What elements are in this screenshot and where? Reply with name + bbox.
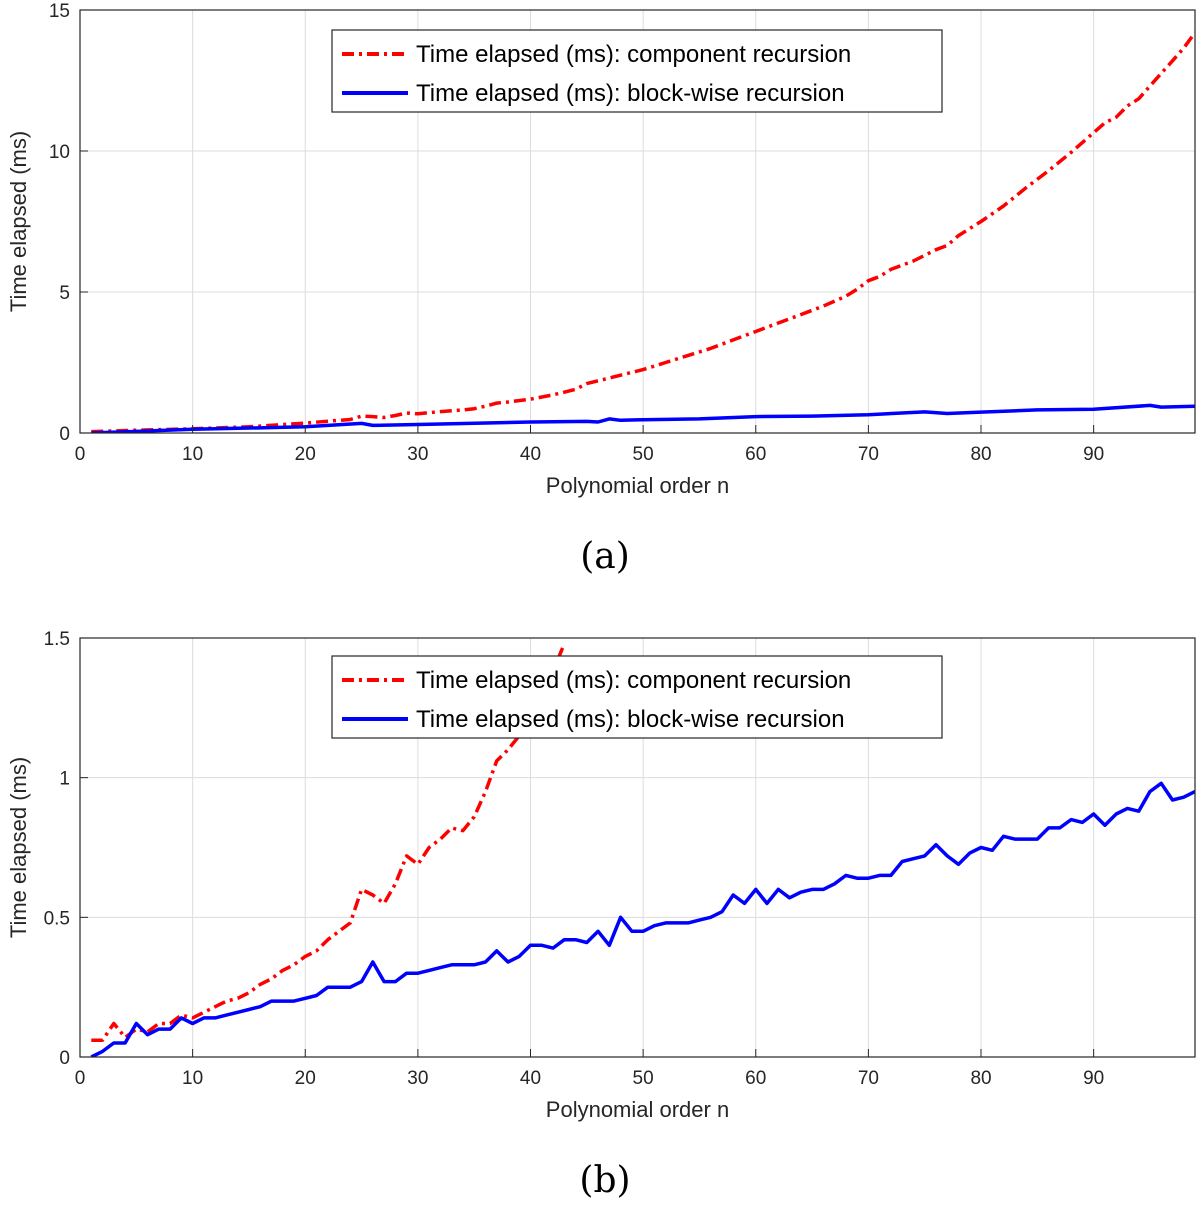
subfigure-caption: (b) (579, 1160, 630, 1201)
legend-box (331, 29, 943, 113)
y-tick-label: 15 (49, 1, 70, 22)
series-line-component (91, 642, 566, 1042)
x-tick-label: 40 (520, 1068, 541, 1089)
x-tick-label: 20 (295, 444, 316, 465)
legend-label: Time elapsed (ms): component recursion (416, 41, 851, 68)
subfigure-caption: (a) (580, 536, 630, 577)
y-tick-label: 10 (49, 142, 70, 163)
y-tick-label: 1.5 (44, 629, 70, 650)
chart-a: 0 10 20 30 40 50 60 70 80 90 0 5 10 15 Polynomial orde… (6, 1, 1196, 577)
y-tick-label: 0.5 (44, 908, 70, 929)
x-tick-label: 90 (1083, 444, 1104, 465)
y-axis-label: Time elapsed (ms) (6, 757, 31, 938)
legend: Time elapsed (ms): component recursion Ti… (331, 29, 943, 113)
legend-label: Time elapsed (ms): component recursion (416, 667, 851, 694)
x-axis-label: Polynomial order n (546, 473, 729, 498)
series-line-component (91, 31, 1195, 433)
legend-label: Time elapsed (ms): block-wise recursion (416, 80, 845, 107)
series-line-block-wise (91, 403, 1195, 433)
x-tick-label: 40 (520, 444, 541, 465)
x-tick-label: 80 (970, 1068, 991, 1089)
chart-b: 0 10 20 30 40 50 60 70 80 90 0 0.5 1 1.5 Polynomial or… (6, 629, 1196, 1201)
x-tick-label: 70 (858, 444, 879, 465)
y-tick-label: 1 (59, 769, 70, 790)
axes-box (79, 9, 1196, 434)
x-tick-label: 60 (745, 444, 766, 465)
x-tick-label: 10 (182, 444, 203, 465)
legend-box (331, 655, 943, 739)
x-axis-label: Polynomial order n (546, 1097, 729, 1122)
x-tick-label: 0 (75, 1068, 86, 1089)
axes-box (79, 637, 1196, 1058)
y-tick-label: 5 (59, 283, 70, 304)
x-tick-label: 0 (75, 444, 86, 465)
x-tick-label: 50 (633, 444, 654, 465)
series-line-block-wise (90, 781, 1195, 1057)
x-tick-label: 90 (1083, 1068, 1104, 1089)
y-tick-label: 0 (59, 1048, 70, 1069)
x-tick-label: 70 (858, 1068, 879, 1089)
y-axis-label: Time elapsed (ms) (6, 131, 31, 312)
x-tick-label: 80 (970, 444, 991, 465)
x-tick-label: 50 (633, 1068, 654, 1089)
x-tick-label: 10 (182, 1068, 203, 1089)
x-tick-label: 60 (745, 1068, 766, 1089)
x-tick-label: 30 (407, 1068, 428, 1089)
legend: Time elapsed (ms): component recursion Ti… (331, 655, 943, 739)
x-tick-label: 30 (407, 444, 428, 465)
x-tick-label: 20 (295, 1068, 316, 1089)
legend-label: Time elapsed (ms): block-wise recursion (416, 706, 845, 733)
y-tick-label: 0 (59, 424, 70, 445)
